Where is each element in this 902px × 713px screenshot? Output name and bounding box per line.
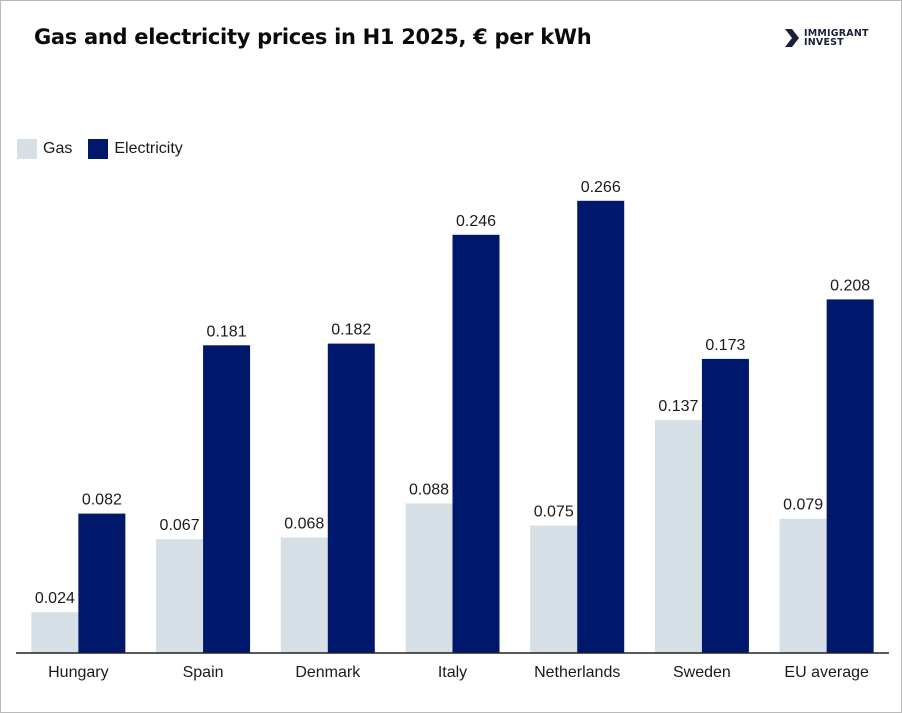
- x-tick-label-italy: Italy: [438, 664, 467, 681]
- bar-gas-denmark: [280, 537, 328, 653]
- data-label-gas-eu-average: 0.079: [783, 497, 823, 514]
- x-tick-label-hungary: Hungary: [48, 664, 108, 681]
- data-label-gas-netherlands: 0.075: [534, 504, 574, 521]
- bar-gas-italy: [405, 503, 453, 653]
- bar-electricity-netherlands: [577, 200, 625, 654]
- data-label-electricity-italy: 0.246: [456, 213, 496, 230]
- bar-gas-netherlands: [530, 525, 578, 653]
- brand-name-line1: IMMIGRANT: [804, 28, 869, 39]
- bar-gas-sweden: [654, 420, 702, 653]
- legend-swatch-gas: [17, 139, 37, 159]
- data-label-electricity-sweden: 0.173: [705, 337, 745, 354]
- bar-gas-spain: [156, 539, 204, 653]
- chart-legend: Gas Electricity: [17, 139, 199, 159]
- data-label-electricity-denmark: 0.182: [331, 322, 371, 339]
- data-label-electricity-eu-average: 0.208: [830, 277, 870, 294]
- data-label-electricity-spain: 0.181: [207, 323, 247, 340]
- chart-title: Gas and electricity prices in H1 2025, €…: [34, 25, 592, 49]
- data-label-electricity-hungary: 0.082: [82, 492, 122, 509]
- data-label-electricity-netherlands: 0.266: [581, 179, 621, 196]
- data-label-gas-spain: 0.067: [160, 517, 200, 534]
- bar-gas-eu-average: [779, 518, 827, 653]
- bar-electricity-italy: [452, 234, 500, 654]
- bar-electricity-spain: [203, 345, 251, 653]
- legend-swatch-electricity: [88, 139, 109, 159]
- x-tick-label-denmark: Denmark: [295, 664, 361, 681]
- legend-label-gas: Gas: [43, 140, 73, 157]
- brand-name-line2: INVEST: [804, 37, 844, 48]
- legend-label-electricity: Electricity: [114, 140, 183, 157]
- data-label-gas-italy: 0.088: [409, 481, 449, 498]
- x-tick-label-spain: Spain: [183, 664, 224, 681]
- legend-item-electricity: Electricity: [88, 139, 183, 159]
- data-label-gas-sweden: 0.137: [658, 398, 698, 415]
- brand-arrow-icon: [785, 29, 799, 47]
- bar-electricity-hungary: [78, 513, 126, 653]
- bar-electricity-sweden: [701, 358, 749, 653]
- data-label-gas-hungary: 0.024: [35, 590, 75, 607]
- legend-item-gas: Gas: [17, 139, 72, 159]
- data-label-gas-denmark: 0.068: [284, 515, 324, 532]
- x-tick-label-sweden: Sweden: [673, 664, 731, 681]
- brand-name: IMMIGRANT INVEST: [804, 28, 869, 48]
- brand-logo: IMMIGRANT INVEST: [785, 29, 869, 47]
- bar-gas-hungary: [31, 612, 79, 653]
- x-tick-label-eu-average: EU average: [784, 664, 869, 681]
- bar-electricity-eu-average: [826, 299, 874, 653]
- bar-electricity-denmark: [327, 343, 375, 653]
- x-tick-label-netherlands: Netherlands: [534, 664, 620, 681]
